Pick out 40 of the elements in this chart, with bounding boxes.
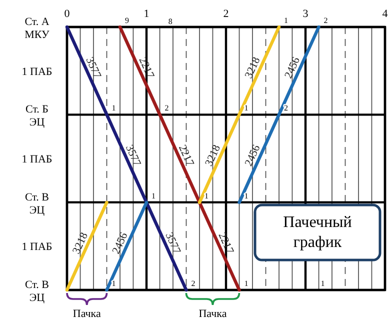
- text: 3218: [242, 55, 263, 80]
- text: 3577: [123, 143, 144, 169]
- text: Пачка: [72, 308, 101, 320]
- text: 3218: [70, 230, 91, 256]
- text: 3218: [203, 142, 224, 168]
- annotation: 2: [191, 279, 196, 288]
- x-tick-label: 2: [223, 8, 229, 20]
- annotation: 9: [125, 16, 130, 25]
- text: 1 ПАБ: [22, 154, 52, 166]
- text: 3577: [162, 230, 183, 256]
- annotation: Пачечный график: [283, 214, 352, 251]
- text: 3577: [83, 55, 104, 80]
- text: Ст. А МКУ: [24, 16, 50, 41]
- text: Ст. В ЭЦ: [24, 279, 50, 304]
- text: 1 ПАБ: [22, 241, 52, 254]
- text: Ст. В ЭЦ: [24, 191, 50, 216]
- annotation: 2: [284, 104, 288, 113]
- annotation: 2: [164, 104, 169, 113]
- text: 1 ПАБ: [22, 66, 52, 78]
- annotation: 1: [244, 104, 248, 113]
- annotation: 1: [320, 279, 325, 288]
- x-tick-label: 3: [302, 8, 309, 20]
- annotation: 1: [152, 191, 156, 200]
- text: Ст. Б ЭЦ: [26, 104, 48, 129]
- annotation: 1: [112, 104, 116, 113]
- text: 2217: [176, 143, 196, 169]
- text: 8: [168, 17, 172, 26]
- annotation: 1: [204, 191, 209, 200]
- text: 2217: [136, 55, 156, 80]
- text: 2456: [110, 230, 130, 256]
- text: 2456: [282, 55, 303, 80]
- text: 2217: [216, 230, 236, 256]
- annotation: 1: [112, 279, 116, 288]
- x-tick-label: 1: [144, 8, 150, 20]
- text: Пачка: [198, 308, 227, 320]
- x-tick-label: 4: [382, 8, 388, 20]
- x-tick-label: 0: [64, 8, 70, 20]
- annotation: 1: [244, 191, 248, 200]
- annotation: 1: [244, 279, 248, 288]
- text: 2456: [242, 142, 263, 168]
